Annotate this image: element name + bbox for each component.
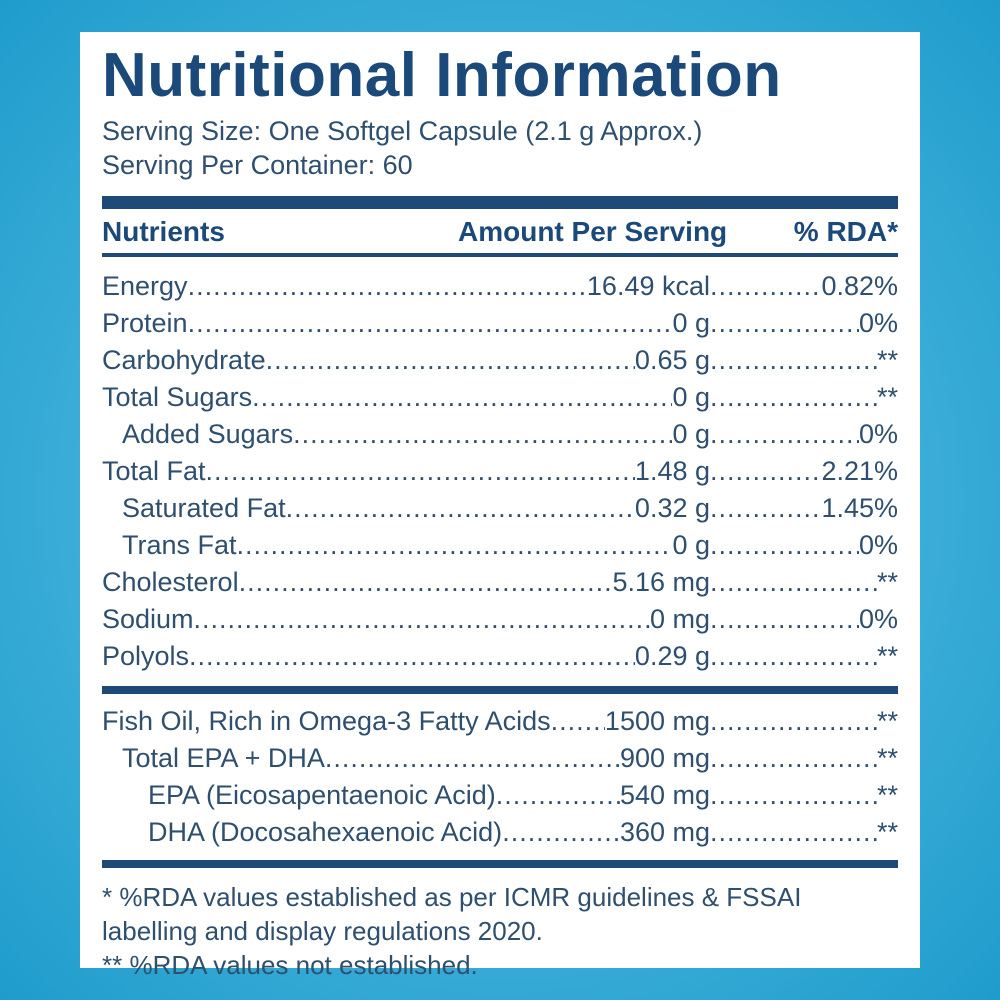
ingredient-rda: ** [876,817,898,847]
table-row: Saturated Fat 0.32 g 1.45% [102,487,898,524]
nutrient-rda: 0% [858,604,898,634]
ingredient-name: DHA (Docosahexaenoic Acid) [148,817,503,847]
nutrient-amount: 0 g [672,419,710,449]
nutrient-amount: 0 g [672,382,710,412]
divider-mid [102,686,898,694]
ingredient-name: EPA (Eicosapentaenoic Acid) [148,780,496,810]
nutrient-name: Cholesterol [102,567,239,597]
nutrient-name: Total Sugars [102,382,253,412]
nutrient-name: Carbohydrate [102,345,266,375]
table-row: Total Fat 1.48 g 2.21% [102,450,898,487]
ingredient-amount: 360 mg [619,817,710,847]
ingredient-name: Fish Oil, Rich in Omega-3 Fatty Acids [102,706,551,736]
ingredient-name: Total EPA + DHA [122,743,325,773]
nutrient-rda: 1.45% [821,493,898,523]
serving-per-container: Serving Per Container: 60 [102,150,413,180]
nutrient-rda: 0% [858,530,898,560]
nutrient-rda: 2.21% [821,456,898,486]
ingredient-rda: ** [876,743,898,773]
nutrient-name: Sodium [102,604,194,634]
page-title: Nutritional Information [102,41,782,110]
header-nutrients: Nutrients [102,216,225,247]
nutrient-amount: 16.49 kcal [586,271,710,301]
table-row: Total EPA + DHA 900 mg ** [102,737,898,774]
ingredient-amount: 900 mg [619,743,710,773]
nutrient-rda: 0.82% [821,271,898,301]
ingredient-rda: ** [876,780,898,810]
nutrient-name: Saturated Fat [122,493,286,523]
table-row: Trans Fat 0 g 0% [102,524,898,561]
nutrient-name: Energy [102,271,188,301]
footnote-line: labelling and display regulations 2020. [102,916,543,946]
nutrient-name: Total Fat [102,456,206,486]
table-row: Total Sugars 0 g ** [102,376,898,413]
nutrient-rda: ** [876,567,898,597]
nutrition-label: Nutritional Information Serving Size: On… [80,32,920,980]
table-row: Energy 16.49 kcal 0.82% [102,265,898,302]
table-row: Sodium 0 mg 0% [102,598,898,635]
header-amount: Amount Per Serving [458,216,728,247]
table-row: Protein 0 g 0% [102,302,898,339]
nutrient-rda: 0% [858,308,898,338]
ingredient-rda: ** [876,706,898,736]
footnote-line: ** %RDA values not established. [102,950,478,980]
nutrient-rda: ** [876,345,898,375]
nutrient-amount: 1.48 g [634,456,710,486]
table-row: Cholesterol 5.16 mg ** [102,561,898,598]
footnotes: * %RDA values established as per ICMR gu… [102,880,898,982]
nutrient-amount: 0.32 g [634,493,710,523]
nutrient-rda: 0% [858,419,898,449]
divider-thick [102,196,898,209]
nutrient-amount: 0.65 g [634,345,710,375]
ingredient-amount: 540 mg [619,780,710,810]
fish-oil-list: Fish Oil, Rich in Omega-3 Fatty Acids 150… [102,700,898,848]
table-row: Polyols 0.29 g ** [102,635,898,672]
ingredient-amount: 1500 mg [604,706,710,736]
serving-size: Serving Size: One Softgel Capsule (2.1 g… [102,116,703,146]
nutrient-amount: 0 mg [649,604,710,634]
table-row: Carbohydrate 0.65 g ** [102,339,898,376]
table-row: Added Sugars 0 g 0% [102,413,898,450]
divider-thin [102,253,898,257]
table-row: EPA (Eicosapentaenoic Acid) 540 mg ** [102,774,898,811]
nutrient-rda: ** [876,382,898,412]
nutrient-name: Polyols [102,641,190,671]
table-row: Fish Oil, Rich in Omega-3 Fatty Acids 150… [102,700,898,737]
table-row: DHA (Docosahexaenoic Acid) 360 mg ** [102,811,898,848]
nutrient-name: Added Sugars [122,419,294,449]
table-header: Nutrients Amount Per Serving % RDA* [102,211,898,253]
nutrient-name: Trans Fat [122,530,237,560]
nutrient-amount: 0.29 g [634,641,710,671]
header-rda: % RDA* [793,216,898,247]
nutrient-name: Protein [102,308,188,338]
nutrient-amount: 5.16 mg [612,567,710,597]
nutrient-amount: 0 g [672,530,710,560]
nutrient-rda: ** [876,641,898,671]
footnote-line: * %RDA values established as per ICMR gu… [102,882,802,912]
nutrient-list: Energy 16.49 kcal 0.82% Protein 0 g 0% Car… [102,265,898,672]
divider-bottom [102,860,898,868]
nutrient-amount: 0 g [672,308,710,338]
